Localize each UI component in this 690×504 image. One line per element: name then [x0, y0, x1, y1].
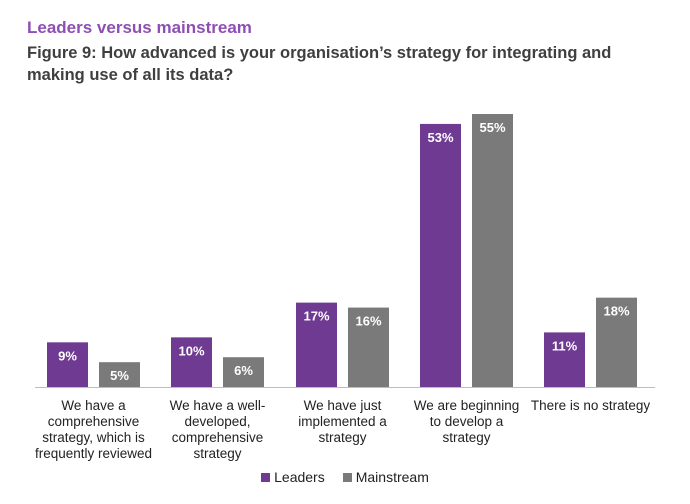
legend-swatch-mainstream — [342, 472, 352, 482]
chart-subtitle: Leaders versus mainstream — [27, 18, 252, 37]
bar-mainstream-2 — [223, 357, 264, 387]
legend-item-mainstream: Mainstream — [342, 469, 429, 485]
chart-title: Figure 9: How advanced is your organisat… — [27, 44, 612, 84]
category-label-3: We have just implemented a strategy — [298, 398, 387, 445]
category-label-5: There is no strategy — [530, 398, 651, 413]
bar-mainstream-4 — [472, 114, 513, 387]
bar-leaders-3 — [296, 302, 337, 387]
legend-item-leaders: Leaders — [261, 469, 325, 485]
legend: Leaders Mainstream — [0, 469, 690, 485]
data-label-leaders-1: 9% — [58, 348, 77, 363]
category-label-1: We have a comprehensive strategy, which is… — [34, 398, 153, 461]
bar-leaders-1 — [47, 342, 88, 387]
data-label-leaders-4: 53% — [427, 130, 453, 145]
data-label-leaders-3: 17% — [303, 309, 329, 324]
bar-mainstream-5 — [596, 297, 637, 387]
data-label-mainstream-5: 18% — [603, 304, 629, 319]
bar-mainstream-1 — [99, 362, 140, 387]
data-label-leaders-5: 11% — [552, 338, 578, 353]
bar-mainstream-3 — [348, 307, 389, 387]
legend-swatch-leaders — [261, 472, 271, 482]
legend-label-mainstream: Mainstream — [355, 469, 429, 485]
bar-leaders-2 — [171, 337, 212, 387]
data-label-mainstream-3: 16% — [355, 314, 381, 329]
bar-leaders-4 — [420, 123, 461, 387]
category-label-4: We are beginning to develop a strategy — [413, 398, 520, 445]
bar-leaders-5 — [544, 332, 585, 387]
data-label-mainstream-4: 55% — [479, 120, 505, 135]
data-label-leaders-2: 10% — [178, 343, 204, 358]
data-label-mainstream-2: 6% — [234, 363, 253, 378]
data-label-mainstream-1: 5% — [110, 368, 129, 383]
legend-label-leaders: Leaders — [274, 469, 325, 485]
category-label-2: We have a well-developed, comprehensive st… — [169, 398, 266, 461]
